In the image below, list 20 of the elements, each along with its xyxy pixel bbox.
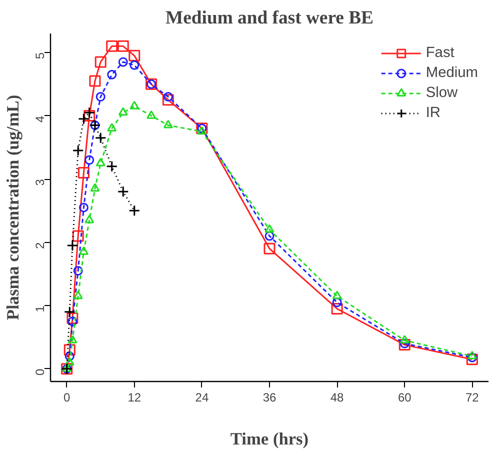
legend-label: Fast <box>426 45 454 61</box>
legend-label: IR <box>426 105 442 121</box>
x-axis-title: Time (hrs) <box>230 430 309 448</box>
legend-label: Medium <box>426 65 478 81</box>
y-tick-label: 5 <box>33 52 47 60</box>
x-tick-label: 24 <box>195 390 209 404</box>
x-tick-label: 48 <box>330 390 344 404</box>
legend-label: Slow <box>426 85 458 101</box>
y-axis-title: Plasma concentration (ug/mL) <box>4 94 22 320</box>
y-tick-label: 2 <box>33 242 47 249</box>
chart-title: Medium and fast were BE <box>166 8 374 28</box>
x-tick-label: 60 <box>398 390 412 404</box>
y-tick-label: 4 <box>33 115 47 122</box>
y-tick-label: 3 <box>33 178 47 186</box>
x-tick-label: 36 <box>262 390 276 404</box>
y-tick-label: 0 <box>33 368 47 376</box>
y-tick-label: 1 <box>33 305 47 312</box>
x-tick-label: 0 <box>63 390 70 404</box>
x-tick-label: 72 <box>466 390 480 404</box>
x-tick-label: 12 <box>128 390 142 404</box>
